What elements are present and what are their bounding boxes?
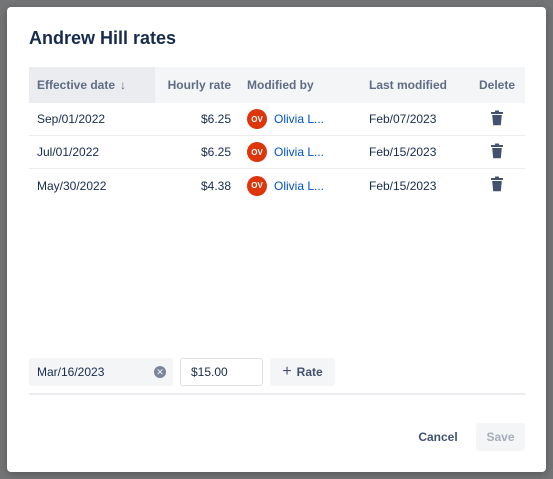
cell-hourly-rate: $6.25	[200, 112, 231, 126]
cell-effective-date: Sep/01/2022	[37, 112, 106, 126]
cell-hourly-rate: $6.25	[200, 145, 231, 159]
rates-dialog: Andrew Hill rates Effective date ↓ Hourly…	[7, 7, 546, 472]
cell-last-modified: Feb/15/2023	[369, 145, 437, 159]
user-link[interactable]: Olivia L...	[274, 178, 325, 193]
plus-icon: +	[282, 363, 292, 380]
add-rate-button[interactable]: + Rate	[270, 358, 335, 386]
effective-date-value: Mar/16/2023	[37, 365, 105, 379]
rates-table: Effective date ↓ Hourly rate Modified by …	[29, 67, 525, 202]
clear-icon[interactable]: ✕	[154, 366, 166, 378]
user-link[interactable]: Olivia L...	[274, 145, 325, 159]
column-header-modified-by: Modified by	[247, 78, 314, 92]
cancel-button[interactable]: Cancel	[418, 430, 458, 444]
column-header-delete: Delete	[478, 78, 516, 92]
dialog-title: Andrew Hill rates	[29, 28, 177, 48]
add-rate-label: Rate	[296, 365, 323, 379]
hourly-rate-input[interactable]	[180, 358, 263, 386]
column-header-hourly-rate: Hourly rate	[167, 78, 231, 92]
new-rate-form: Mar/16/2023 ✕ + Rate	[29, 358, 525, 387]
cell-hourly-rate: $4.38	[200, 178, 231, 193]
table-body: Sep/01/2022 $6.25 OV Olivia L... Feb/07/…	[29, 103, 525, 202]
cell-modified-by: OV Olivia L...	[239, 109, 361, 129]
save-button[interactable]: Save	[476, 423, 525, 451]
cell-last-modified: Feb/15/2023	[369, 178, 437, 193]
table-row: Jul/01/2022 $6.25 OV Olivia L... Feb/15/…	[29, 136, 525, 169]
trash-icon[interactable]	[490, 176, 504, 195]
avatar: OV	[247, 109, 267, 129]
trash-icon[interactable]	[490, 110, 504, 129]
avatar: OV	[247, 142, 267, 162]
effective-date-picker[interactable]: Mar/16/2023 ✕	[29, 358, 173, 386]
column-header-last-modified: Last modified	[369, 78, 448, 92]
table-row: Sep/01/2022 $6.25 OV Olivia L... Feb/07/…	[29, 103, 525, 136]
cell-modified-by: OV Olivia L...	[239, 175, 361, 196]
cell-delete	[469, 176, 525, 195]
trash-icon[interactable]	[490, 143, 504, 162]
avatar: OV	[247, 175, 267, 196]
column-header-effective-date[interactable]: Effective date ↓	[29, 67, 155, 103]
cell-modified-by: OV Olivia L...	[239, 142, 361, 162]
cell-effective-date: Jul/01/2022	[37, 145, 100, 159]
arrow-down-icon: ↓	[120, 78, 127, 92]
divider	[29, 393, 525, 395]
cell-delete	[469, 143, 525, 162]
cell-last-modified: Feb/07/2023	[369, 112, 437, 126]
cell-delete	[469, 110, 525, 129]
table-header: Effective date ↓ Hourly rate Modified by …	[29, 67, 525, 103]
user-link[interactable]: Olivia L...	[274, 112, 325, 126]
cell-effective-date: May/30/2022	[37, 178, 107, 193]
table-row: May/30/2022 $4.38 OV Olivia L... Feb/15/…	[29, 169, 525, 202]
